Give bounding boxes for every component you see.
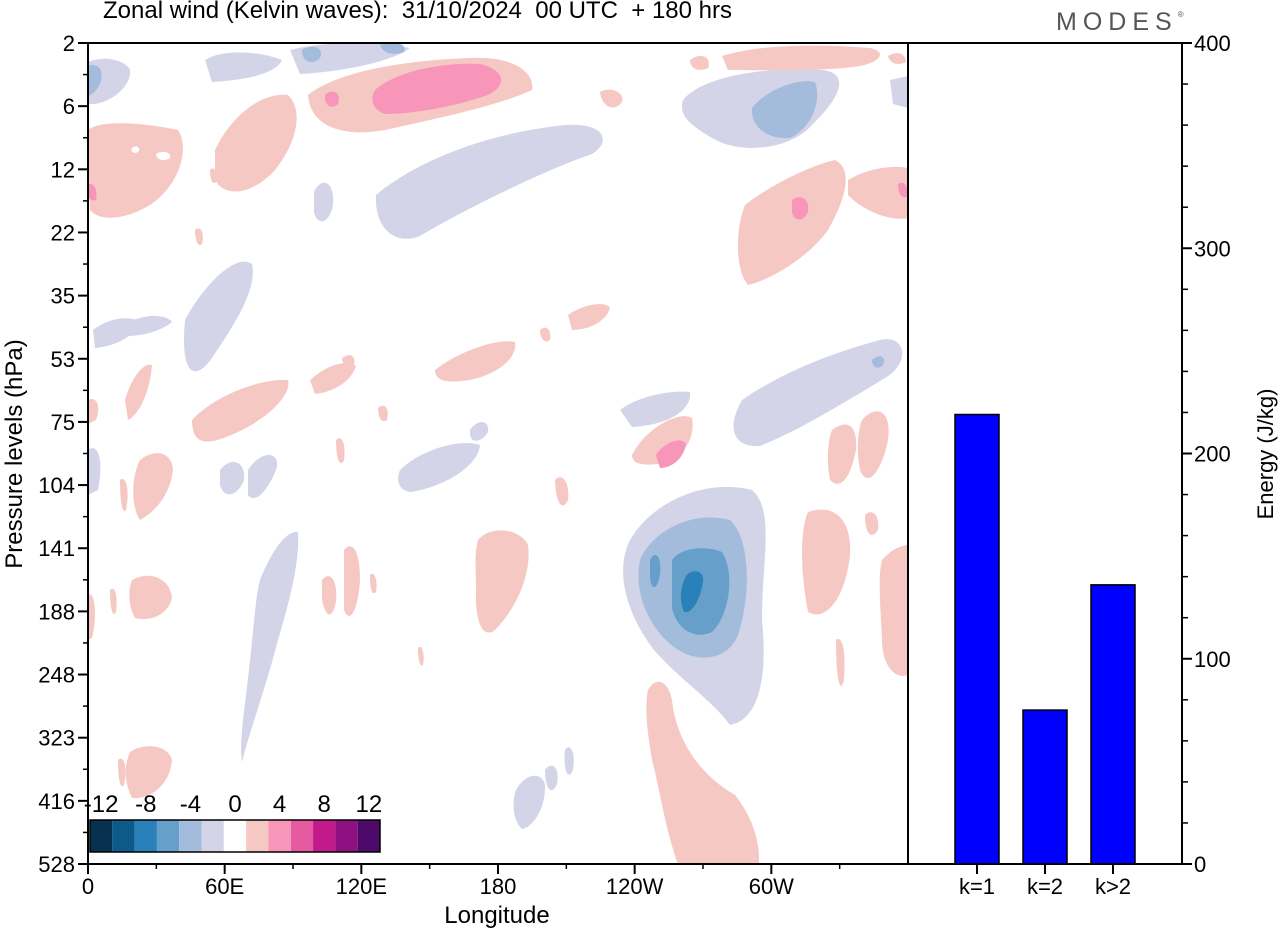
energy-axis: 0 100 200 300 400	[1182, 31, 1231, 877]
colorbar-label: -4	[180, 791, 201, 818]
energy-bar	[1022, 709, 1068, 865]
y-tick-label: 248	[38, 663, 75, 688]
energy-tick-label: 200	[1194, 442, 1231, 467]
energy-bar	[1090, 584, 1136, 865]
x-tick-label: 120W	[606, 874, 664, 899]
colorbar-bin	[179, 820, 202, 852]
colorbar-label: 0	[228, 791, 241, 818]
y-tick-label: 416	[38, 789, 75, 814]
colorbar-frame	[89, 819, 381, 853]
x-axis: 0 60E 120E 180 120W 60W	[82, 864, 841, 899]
colorbar-label: -12	[84, 791, 119, 818]
x-tick-label: 0	[82, 874, 94, 899]
x-tick-label: 60W	[749, 874, 794, 899]
energy-tick-label: 100	[1194, 647, 1231, 672]
energy-axis-label: Energy (J/kg)	[1253, 389, 1278, 520]
energy-bars: k=1 k=2 k>2	[954, 413, 1136, 899]
colorbar-bin	[313, 820, 336, 852]
contour-fills	[88, 43, 908, 864]
y-tick-label: 75	[51, 410, 75, 435]
colorbar-bin	[223, 820, 247, 852]
colorbar-bin	[246, 820, 269, 852]
y-tick-label: 188	[38, 599, 75, 624]
bar-category-label: k=1	[959, 874, 995, 899]
colorbar-bin	[201, 820, 224, 852]
y-tick-label: 141	[38, 536, 75, 561]
bar-category-label: k>2	[1095, 874, 1131, 899]
y-axis: 2 6 12 22 35 53 75 104 141 188 248 323 416 528	[38, 31, 88, 877]
brand-logo: MODES®	[1056, 8, 1184, 36]
colorbar-label: 8	[318, 791, 331, 818]
y-tick-label: 53	[51, 347, 75, 372]
colorbar: -12 -8 -4 0 4 8 12	[84, 791, 382, 853]
colorbar-bin	[290, 820, 314, 852]
energy-tick-label: 400	[1194, 31, 1231, 56]
energy-tick-label: 300	[1194, 236, 1231, 261]
y-tick-label: 22	[51, 220, 75, 245]
energy-bar	[954, 413, 1000, 865]
colorbar-bin	[134, 820, 157, 852]
y-tick-label: 323	[38, 726, 75, 751]
chart-title: Zonal wind (Kelvin waves): 31/10/2024 00…	[103, 0, 732, 24]
y-tick-label: 6	[63, 94, 75, 119]
y-tick-label: 2	[63, 31, 75, 56]
energy-tick-label: 0	[1194, 852, 1206, 877]
bar-category-label: k=2	[1027, 874, 1063, 899]
colorbar-label: 4	[273, 791, 286, 818]
colorbar-bin	[268, 820, 291, 852]
y-axis-label: Pressure levels (hPa)	[1, 339, 28, 568]
colorbar-label: -8	[135, 791, 156, 818]
colorbar-label: 12	[355, 791, 382, 818]
colorbar-bin	[156, 820, 180, 852]
colorbar-bin	[357, 820, 380, 852]
x-tick-label: 180	[480, 874, 517, 899]
y-tick-label: 12	[51, 157, 75, 182]
x-tick-label: 120E	[336, 874, 387, 899]
x-axis-label: Longitude	[444, 902, 549, 929]
colorbar-bin	[90, 820, 113, 852]
x-tick-label: 60E	[205, 874, 244, 899]
y-tick-label: 528	[38, 852, 75, 877]
y-tick-label: 35	[51, 284, 75, 309]
colorbar-bin	[112, 820, 135, 852]
y-tick-label: 104	[38, 473, 75, 498]
colorbar-bin	[335, 820, 358, 852]
